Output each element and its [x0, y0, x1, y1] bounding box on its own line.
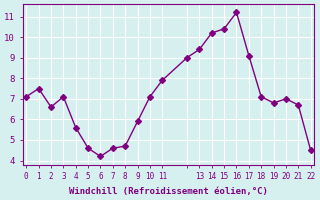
- X-axis label: Windchill (Refroidissement éolien,°C): Windchill (Refroidissement éolien,°C): [69, 187, 268, 196]
